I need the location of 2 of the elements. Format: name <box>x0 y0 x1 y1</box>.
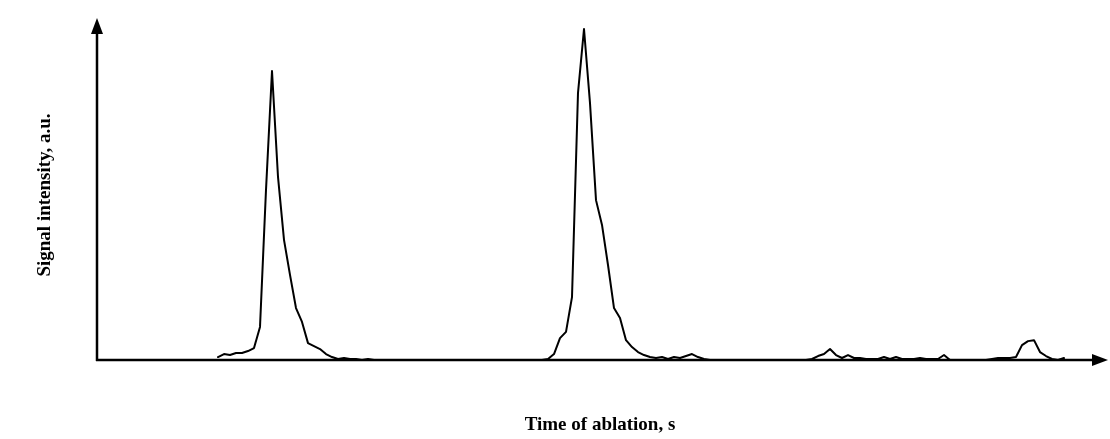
y-axis-title: Signal intensity, a.u. <box>33 113 54 277</box>
x-axis-title: Time of ablation, s <box>524 413 676 434</box>
